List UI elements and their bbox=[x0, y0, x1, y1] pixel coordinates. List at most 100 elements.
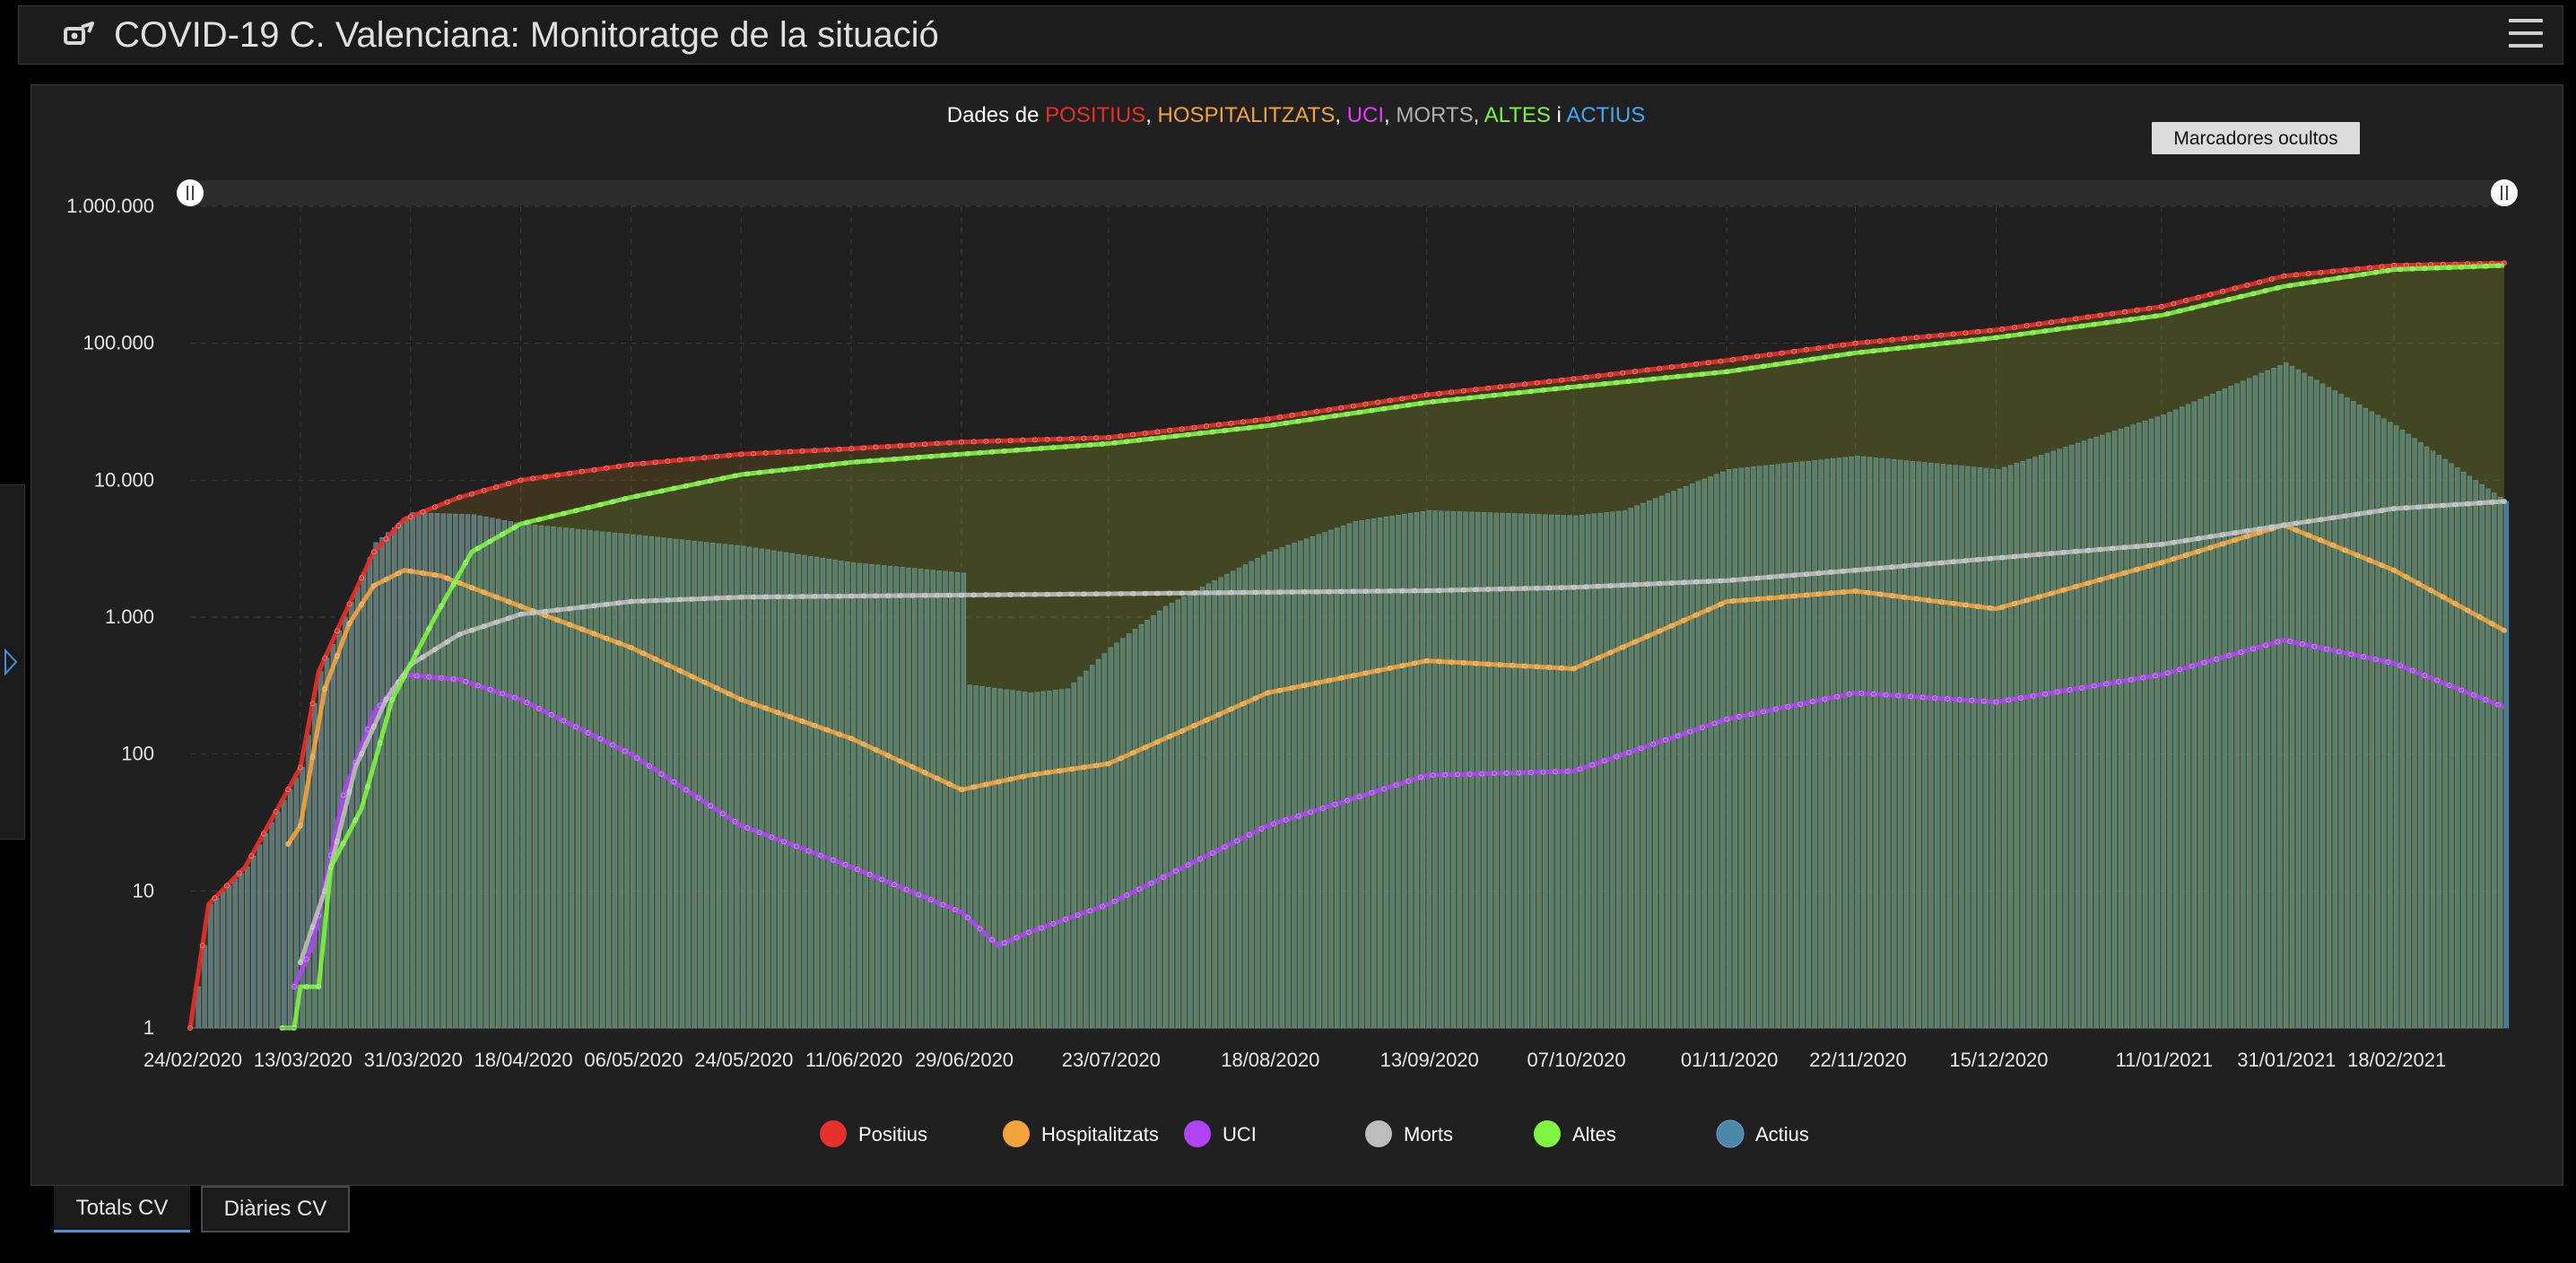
hospitalitzats-point bbox=[334, 653, 340, 659]
uci-point bbox=[1258, 825, 1265, 832]
altes-point bbox=[1087, 442, 1093, 449]
altes-point bbox=[683, 483, 689, 489]
hospitalitzats-point bbox=[1412, 660, 1418, 666]
morts-point bbox=[1657, 580, 1663, 587]
range-scrollbar[interactable] bbox=[190, 180, 2504, 205]
hospitalitzats-point bbox=[775, 710, 781, 716]
positius-point bbox=[2084, 314, 2091, 320]
hospitalitzats-point bbox=[1118, 755, 1124, 762]
positius-point bbox=[505, 481, 511, 487]
altes-point bbox=[903, 455, 909, 461]
altes-point bbox=[1491, 392, 1497, 398]
positius-point bbox=[2134, 307, 2140, 313]
morts-point bbox=[823, 593, 830, 599]
morts-point bbox=[1521, 586, 1527, 592]
positius-point bbox=[1876, 338, 1883, 344]
positius-point bbox=[983, 438, 989, 444]
tab-diaries-cv[interactable]: Diàries CV bbox=[201, 1186, 350, 1233]
hospitalitzats-point bbox=[2207, 544, 2214, 551]
altes-point bbox=[1197, 431, 1204, 437]
positius-point bbox=[1338, 405, 1345, 411]
x-tick-label: 22/11/2020 bbox=[1809, 1049, 1906, 1071]
altes-point bbox=[1001, 448, 1007, 454]
positius-point bbox=[762, 449, 769, 456]
range-handle-left[interactable] bbox=[177, 179, 204, 206]
uci-point bbox=[585, 730, 591, 736]
altes-point bbox=[719, 475, 726, 482]
positius-point bbox=[885, 443, 892, 449]
altes-point bbox=[1969, 337, 1975, 344]
uci-point bbox=[1895, 692, 1902, 699]
altes-point bbox=[1222, 427, 1228, 433]
morts-point bbox=[1681, 579, 1687, 586]
uci-point bbox=[683, 787, 689, 793]
morts-point bbox=[1987, 555, 1993, 562]
legend-item-hospitalitzats[interactable]: Hospitalitzats bbox=[1003, 1120, 1159, 1147]
morts-point bbox=[1473, 587, 1479, 593]
morts-point bbox=[1534, 585, 1540, 591]
hospitalitzats-point bbox=[640, 650, 647, 657]
hospitalitzats-point bbox=[2476, 614, 2483, 620]
hospitalitzats-point bbox=[1913, 596, 1919, 602]
legend-item-uci[interactable]: UCI bbox=[1184, 1120, 1257, 1147]
uci-point bbox=[1883, 692, 1889, 698]
legend-item-morts[interactable]: Morts bbox=[1365, 1120, 1453, 1147]
altes-point bbox=[769, 468, 775, 475]
legend-item-altes[interactable]: Altes bbox=[1534, 1120, 1616, 1147]
positius-point bbox=[1167, 427, 1173, 433]
morts-point bbox=[1265, 589, 1271, 596]
legend-item-positius[interactable]: Positius bbox=[820, 1120, 927, 1147]
positius-point bbox=[1497, 384, 1503, 390]
altes-point bbox=[585, 504, 591, 510]
morts-point bbox=[1228, 589, 1234, 596]
tab-totals-cv[interactable]: Totals CV bbox=[54, 1186, 190, 1233]
morts-point bbox=[1754, 575, 1761, 581]
morts-point bbox=[1730, 577, 1736, 583]
hamburger-menu-icon[interactable] bbox=[2509, 19, 2543, 51]
side-panel-toggle[interactable] bbox=[0, 484, 25, 840]
morts-point bbox=[591, 603, 597, 609]
uci-point bbox=[658, 771, 665, 777]
altes-point bbox=[2459, 264, 2465, 270]
positius-point bbox=[1791, 348, 1797, 354]
uci-point bbox=[1797, 701, 1804, 707]
morts-point bbox=[1644, 581, 1650, 588]
hospitalitzats-point bbox=[2501, 627, 2507, 633]
uci-point bbox=[744, 825, 751, 832]
legend-label: Altes bbox=[1572, 1123, 1616, 1145]
hospitalitzats-point bbox=[1130, 750, 1136, 756]
hospitalitzats-point bbox=[1460, 659, 1466, 666]
altes-point bbox=[1932, 341, 1938, 347]
range-handle-right[interactable] bbox=[2491, 179, 2518, 206]
positius-point bbox=[860, 445, 866, 451]
altes-point bbox=[634, 492, 640, 499]
positius-point bbox=[457, 494, 463, 501]
legend-item-actius[interactable]: Actius bbox=[1716, 1119, 1809, 1148]
hospitalitzats-point bbox=[1950, 600, 1956, 606]
uci-point bbox=[916, 892, 922, 898]
uci-point bbox=[708, 803, 714, 809]
morts-point bbox=[2073, 548, 2079, 554]
uci-point bbox=[903, 886, 909, 893]
morts-point bbox=[2489, 499, 2495, 505]
hospitalitzats-point bbox=[2366, 557, 2372, 563]
hospitalitzats-point bbox=[518, 603, 524, 609]
uci-point bbox=[2214, 656, 2220, 662]
positius-point bbox=[530, 475, 536, 482]
uci-point bbox=[830, 857, 836, 863]
positius-point bbox=[1423, 392, 1430, 398]
hospitalitzats-point bbox=[762, 705, 769, 711]
uci-point bbox=[1503, 770, 1510, 776]
uci-point bbox=[756, 830, 762, 836]
altes-point bbox=[1405, 402, 1412, 408]
legend-marker bbox=[1003, 1120, 1030, 1147]
altes-point bbox=[1553, 386, 1559, 392]
positius-point bbox=[493, 483, 500, 490]
uci-point bbox=[1111, 898, 1118, 904]
x-tick-label: 11/06/2020 bbox=[805, 1049, 902, 1071]
altes-point bbox=[2238, 293, 2244, 300]
hospitalitzats-point bbox=[1620, 644, 1626, 650]
morts-point bbox=[542, 608, 548, 614]
morts-point bbox=[2440, 502, 2446, 509]
markers-hidden-button[interactable]: Marcadores ocultos bbox=[2152, 122, 2360, 154]
